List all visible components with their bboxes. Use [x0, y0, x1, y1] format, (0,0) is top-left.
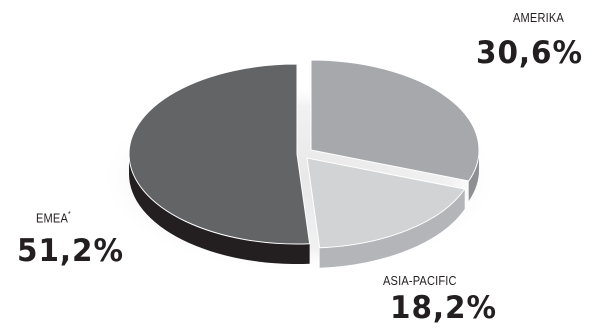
slice-asia-pacific-side	[319, 189, 465, 268]
slice-amerika-side	[468, 150, 479, 202]
slice-emea-side	[129, 154, 310, 264]
amerika-label: AMERIKA	[513, 10, 564, 25]
emea-footnote-marker: *	[68, 210, 71, 219]
amerika-value: 30,6%	[476, 35, 583, 71]
slice-amerika	[310, 59, 480, 182]
emea-value: 51,2%	[17, 233, 124, 269]
slice-emea	[128, 63, 311, 245]
emea-label: EMEA*	[36, 210, 71, 226]
asia-pacific-label: ASIA-PACIFIC	[383, 273, 457, 288]
asia-pacific-value: 18,2%	[390, 290, 497, 326]
slice-asia-pacific	[306, 157, 466, 249]
